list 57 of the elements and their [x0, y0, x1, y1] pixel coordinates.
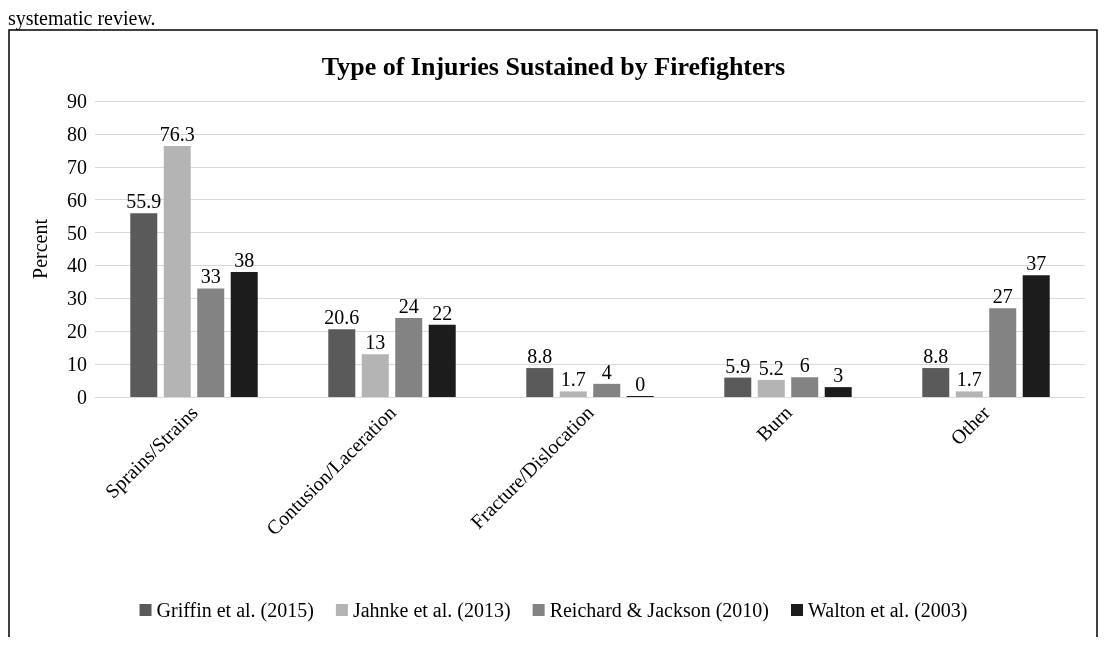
data-label: 27 [992, 285, 1013, 308]
data-label: 37 [1026, 252, 1047, 275]
bar [163, 146, 191, 397]
y-tick-label: 60 [67, 188, 87, 211]
data-label: 1.7 [560, 368, 586, 391]
data-label: 55.9 [126, 190, 162, 213]
data-label: 38 [234, 249, 255, 272]
data-label: 5.2 [758, 356, 784, 379]
data-label: 8.8 [923, 345, 949, 368]
bar [824, 387, 852, 397]
data-label: 1.7 [956, 368, 982, 391]
bar [197, 288, 225, 397]
bar [724, 377, 752, 397]
legend-label: Walton et al. (2003) [808, 599, 968, 622]
y-tick-label: 10 [67, 353, 87, 376]
data-label: 3 [833, 364, 844, 387]
data-label: 6 [799, 354, 810, 377]
data-label: 33 [200, 265, 221, 288]
bar [395, 318, 423, 397]
bar [757, 379, 785, 397]
bar [361, 354, 389, 397]
bar [328, 329, 356, 397]
legend-label: Jahnke et al. (2013) [352, 599, 511, 622]
y-tick-label: 70 [67, 155, 87, 178]
data-label: 20.6 [324, 306, 360, 329]
y-tick-label: 0 [77, 386, 87, 408]
bar [989, 308, 1017, 397]
text: systematic review. [8, 7, 156, 30]
legend-label: Griffin et al. (2015) [156, 599, 314, 622]
bar [559, 391, 587, 397]
data-label: 76.3 [159, 123, 195, 146]
bar [428, 324, 456, 397]
x-tick-label: Burn [751, 401, 796, 446]
bar [526, 368, 554, 397]
data-label: 4 [601, 360, 612, 383]
y-tick-label: 80 [67, 122, 87, 145]
y-tick-label: 50 [67, 221, 87, 244]
bar [955, 391, 983, 397]
data-label: 13 [365, 331, 386, 354]
y-tick-label: 30 [67, 287, 87, 310]
bar [791, 377, 819, 397]
y-tick-label: 20 [67, 320, 87, 343]
bar [1022, 275, 1050, 397]
chart-title: Type of Injuries Sustained by Firefighters [321, 51, 786, 81]
bar [230, 272, 258, 397]
data-label: 5.9 [725, 354, 751, 377]
y-tick-label: 90 [67, 90, 87, 112]
bar [130, 213, 158, 397]
data-label: 22 [432, 301, 453, 324]
legend-label: Reichard & Jackson (2010) [549, 599, 770, 622]
y-axis-title: Percent [29, 218, 51, 279]
bar [593, 383, 621, 397]
data-label: 0 [635, 373, 646, 395]
data-label: 8.8 [527, 345, 553, 368]
data-label: 24 [398, 295, 419, 318]
bar [922, 368, 950, 397]
y-tick-label: 40 [67, 254, 87, 277]
